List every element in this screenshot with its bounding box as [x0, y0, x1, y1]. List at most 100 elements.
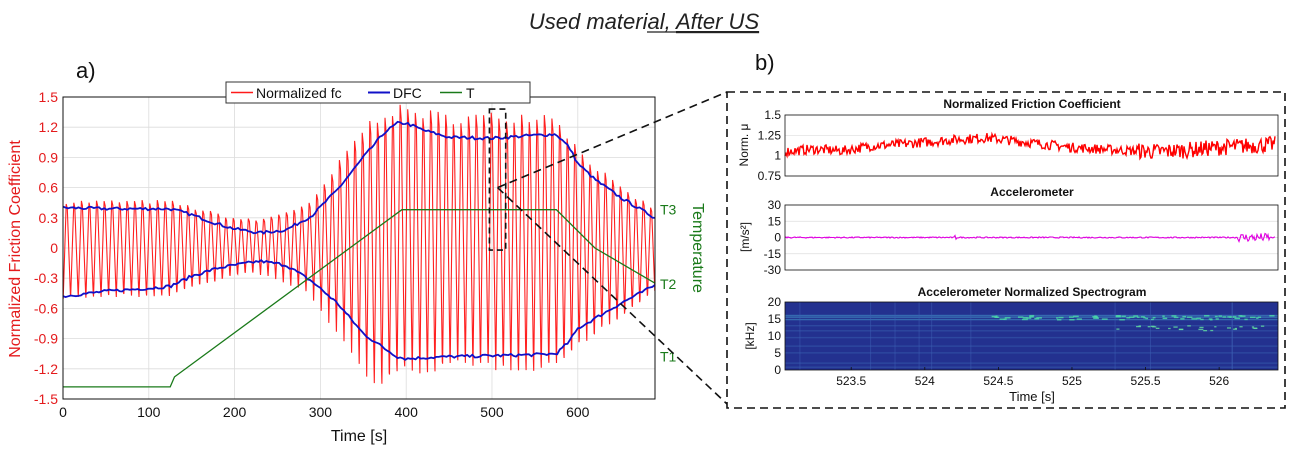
spectrogram-vertical: [799, 302, 801, 370]
spectrogram-vertical: [1149, 302, 1151, 370]
spectrogram-streak: [1186, 316, 1193, 318]
x-tick-label: 524.5: [983, 374, 1013, 388]
spectrogram-streak: [1249, 316, 1256, 319]
spectrogram-vertical: [1114, 302, 1116, 370]
spectrogram-streak: [1068, 316, 1074, 318]
spectrogram-streak: [1182, 315, 1187, 318]
spectrogram-streak: [1138, 325, 1141, 327]
spectrogram-streak: [1026, 317, 1032, 319]
spectrogram-streak: [1017, 316, 1024, 318]
spectrogram-band: [785, 366, 1278, 368]
y-tick-label: 15: [768, 214, 782, 228]
spectrogram-streak: [1214, 315, 1218, 318]
y-tick-label: -30: [764, 263, 782, 277]
y-tick-label: 1: [774, 149, 781, 163]
spectrogram-heatmap: [785, 302, 1278, 370]
spectrogram-streak: [1199, 326, 1204, 329]
spectrogram-streak: [1226, 327, 1232, 329]
zoom-connector-bottom: [497, 187, 728, 405]
accel-series: [784, 232, 1276, 244]
temperature-series: [63, 209, 656, 388]
spectrogram-streak: [1252, 327, 1258, 329]
x-tick-label: 100: [137, 404, 161, 420]
spectrogram-streak: [1215, 318, 1219, 320]
spectrogram-streak: [1094, 315, 1098, 318]
spectrogram-vertical: [918, 302, 920, 370]
spectrogram-streak: [1269, 314, 1275, 317]
spectrogram-streak: [1218, 315, 1223, 317]
dfc-series: [62, 120, 656, 361]
spectrogram-streak: [995, 316, 1000, 319]
panel-a-x-axis-label: Time [s]: [331, 428, 387, 445]
spectrogram-streak: [1036, 317, 1042, 319]
panel-b-accel-chart: Accelerometer -30 -15 0 15 30 [m/s²]: [738, 185, 1279, 277]
y-tick-label: -15: [764, 247, 782, 261]
x-tick-label: 523.5: [836, 374, 866, 388]
spectrogram-x-ticks: 523.5 524 524.5 525 525.5 526: [836, 367, 1229, 388]
y-tick-label: -1.2: [34, 361, 58, 377]
spectrogram-streak: [1150, 318, 1154, 321]
panel-a-x-ticks: 0 100 200 300 400 500 600: [59, 404, 590, 420]
legend-label-dfc: DFC: [393, 85, 422, 101]
spectrogram-streak: [1196, 317, 1201, 320]
x-tick-label: 526: [1209, 374, 1229, 388]
y-tick-label: -0.6: [34, 300, 58, 316]
accel-subplot-title: Accelerometer: [990, 185, 1074, 199]
spectrogram-streak: [1234, 317, 1241, 320]
spectrogram-streak: [1056, 318, 1062, 321]
panel-b-spectrogram-chart: Accelerometer Normalized Spectrogram 0 5 1…: [743, 285, 1279, 404]
spectrogram-streak: [1171, 315, 1177, 317]
panel-a-label: a): [76, 58, 96, 83]
spectrogram-band: [785, 345, 1278, 347]
panel-b-friction-chart: Normalized Friction Coefficient 0.75 1 1.2…: [737, 97, 1279, 183]
friction-subplot-title: Normalized Friction Coefficient: [943, 97, 1120, 111]
spectrogram-streak: [1234, 327, 1237, 330]
spectrogram-band: [785, 352, 1278, 354]
spectrogram-streak: [1056, 317, 1059, 319]
y-tick-label: 30: [768, 198, 782, 212]
spectrogram-subplot-title: Accelerometer Normalized Spectrogram: [918, 285, 1147, 299]
panel-a-y-axis-label: Normalized Friction Coefficient: [7, 140, 24, 358]
spectrogram-x-axis-label: Time [s]: [1009, 389, 1055, 404]
y-tick-label: 0: [50, 240, 58, 256]
panel-a-right-axis-label: Temperature: [689, 203, 706, 293]
spectrogram-vertical: [870, 302, 872, 370]
x-tick-label: 200: [223, 404, 247, 420]
spectrogram-streak: [1129, 316, 1135, 318]
y-tick-label: 0.9: [39, 149, 59, 165]
x-tick-label: 600: [566, 404, 590, 420]
spectrogram-streak: [1198, 328, 1204, 331]
friction-line: [784, 131, 1276, 161]
friction-frame: [784, 114, 1279, 177]
spectrogram-streak: [1222, 316, 1227, 318]
spectrogram-band: [785, 362, 1278, 364]
spectrogram-streak: [1227, 316, 1233, 318]
spectrogram-streak: [1076, 318, 1082, 320]
y-tick-label: 1.2: [39, 119, 59, 135]
friction-y-axis-label: Norm. μ: [737, 123, 751, 166]
spectrogram-streak: [1203, 329, 1208, 332]
spectrogram-streak: [1230, 316, 1237, 318]
spectrogram-streak: [1069, 318, 1075, 321]
spectrogram-band: [785, 330, 1278, 332]
accel-line: [784, 232, 1276, 244]
panel-a-legend: Normalized fc DFC T: [225, 81, 531, 104]
friction-y-ticks: 0.75 1 1.25 1.5: [758, 108, 782, 183]
dfc-line-upper: [62, 120, 656, 235]
spectrogram-streak: [1145, 317, 1149, 320]
spectrogram-streak: [1152, 316, 1156, 319]
spectrogram-streak: [1251, 326, 1255, 328]
spectrogram-streak: [1257, 316, 1262, 319]
spectrogram-band: [785, 318, 1278, 321]
spectrogram-streak: [1115, 315, 1121, 317]
spectrogram-streaks: [785, 302, 1278, 370]
spectrogram-streak: [1238, 315, 1243, 317]
spectrogram-streak: [1116, 328, 1120, 330]
spectrogram-streak: [1136, 325, 1141, 328]
spectrogram-frame: [784, 301, 1279, 371]
temperature-line: [63, 209, 656, 388]
spectrogram-streak: [1029, 316, 1034, 318]
spectrogram-y-ticks: 0 5 10 15 20: [768, 295, 782, 377]
y-tick-label: -1.5: [34, 391, 58, 407]
spectrogram-vertical: [1231, 302, 1233, 370]
